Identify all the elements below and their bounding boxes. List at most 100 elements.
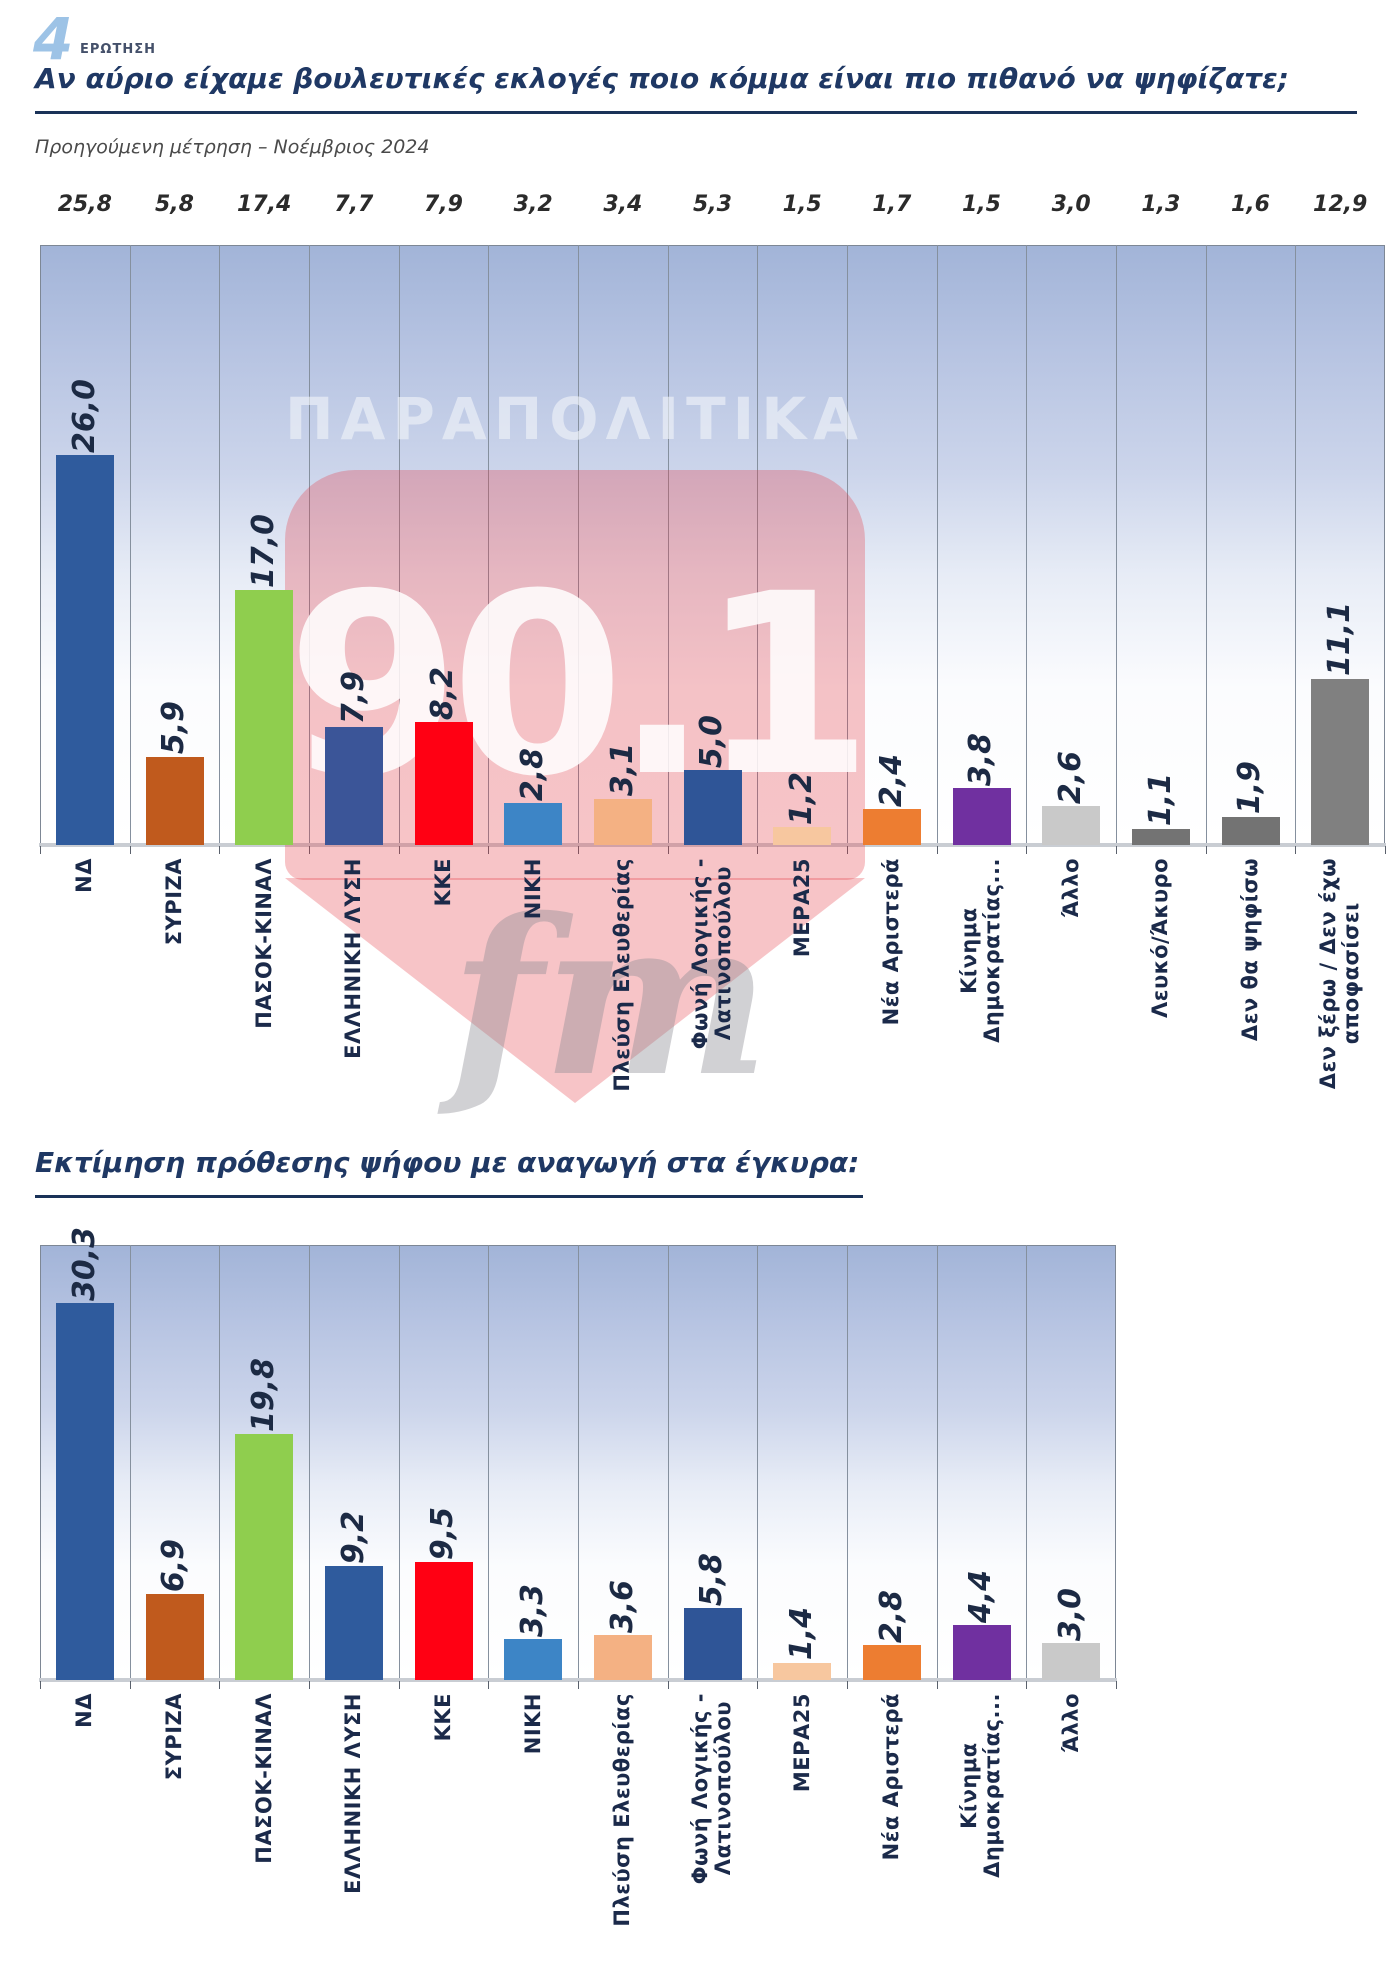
axis-tick (399, 846, 400, 854)
category-label-slot: ΝΔ (40, 858, 130, 1116)
bar (324, 726, 383, 845)
bar (862, 809, 921, 845)
previous-value: 3,4 (603, 192, 643, 217)
axis-tick (219, 846, 220, 854)
bar (683, 770, 742, 845)
category-label-slot: Φωνή Λογικής - Λατινοπούλου (668, 858, 758, 1116)
axis-tick (1116, 1681, 1117, 1689)
category-label-slot: ΚΚΕ (399, 858, 489, 1116)
axis-tick (1385, 846, 1386, 854)
bar (952, 788, 1011, 845)
category-label: Πλεύση Ελευθερίας (610, 1693, 635, 1927)
previous-value: 1,6 (1230, 192, 1270, 217)
axis-tick (309, 846, 310, 854)
bar (504, 803, 563, 845)
axis-tick (937, 1681, 938, 1689)
watermark-fm-text: fm (450, 871, 770, 1124)
bar (593, 1635, 652, 1680)
previous-measurement-label: Προηγούμενη μέτρηση – Νοέμβριος 2024 (35, 136, 430, 158)
column-separator (488, 245, 490, 845)
category-label-slot: ΕΛΛΗΝΙΚΗ ΛΥΣΗ (309, 858, 399, 1116)
bar (324, 1565, 383, 1680)
axis-tick (1116, 846, 1117, 854)
category-label-slot: Πλεύση Ελευθερίας (578, 1693, 668, 1941)
previous-value: 1,5 (782, 192, 822, 217)
axis-tick (847, 846, 848, 854)
category-label-slot: ΜΕΡΑ25 (757, 858, 847, 1116)
bar (414, 722, 473, 845)
bar (504, 1638, 563, 1680)
category-label-slot: Λευκό/Άκυρο (1116, 858, 1206, 1116)
previous-value: 3,2 (513, 192, 553, 217)
bar (862, 1645, 921, 1680)
category-label-slot: Δεν θα ψηφίσω (1206, 858, 1296, 1116)
axis-tick (937, 846, 938, 854)
axis-tick (130, 846, 131, 854)
category-label: ΠΑΣΟΚ-ΚΙΝΑΛ (251, 1693, 276, 1864)
category-label: Φωνή Λογικής - Λατινοπούλου (688, 1693, 736, 1885)
bar (773, 1662, 832, 1680)
valid-votes-title-underline (35, 1195, 863, 1198)
column-separator (398, 1245, 400, 1680)
category-label: ΚΚΕ (430, 858, 455, 907)
axis-tick (1295, 846, 1296, 854)
previous-value: 25,8 (57, 192, 112, 217)
category-label: ΝΔ (72, 1693, 97, 1728)
category-label-slot: Φωνή Λογικής - Λατινοπούλου (668, 1693, 758, 1941)
category-label: ΣΥΡΙΖΑ (161, 1693, 186, 1781)
bar (1042, 1642, 1101, 1680)
category-label: Λευκό/Άκυρο (1148, 858, 1173, 1018)
category-label: ΝΙΚΗ (520, 858, 545, 920)
axis-tick (309, 1681, 310, 1689)
bar (952, 1625, 1011, 1680)
previous-value: 1,3 (1141, 192, 1181, 217)
category-label: Άλλο (1058, 858, 1083, 918)
category-label: ΠΑΣΟΚ-ΚΙΝΑΛ (251, 858, 276, 1029)
axis-tick (668, 1681, 669, 1689)
bar (683, 1607, 742, 1680)
category-label: ΚΚΕ (430, 1693, 455, 1742)
category-label: Κίνημα Δημοκρατίας... (957, 1693, 1005, 1878)
previous-value: 7,9 (423, 192, 463, 217)
category-label: Άλλο (1058, 1693, 1083, 1753)
column-separator (936, 1245, 938, 1680)
bar (414, 1561, 473, 1680)
category-label-slot: ΠΑΣΟΚ-ΚΙΝΑΛ (219, 858, 309, 1116)
column-separator (936, 245, 938, 845)
column-separator (757, 245, 759, 845)
category-label: Πλεύση Ελευθερίας (610, 858, 635, 1092)
axis-tick (1026, 846, 1027, 854)
category-label-slot: Άλλο (1026, 1693, 1116, 1941)
axis-tick (847, 1681, 848, 1689)
axis-tick (668, 846, 669, 854)
category-label-slot: ΝΙΚΗ (488, 1693, 578, 1941)
axis-tick (488, 846, 489, 854)
previous-value: 5,3 (692, 192, 732, 217)
category-label-slot: ΕΛΛΗΝΙΚΗ ΛΥΣΗ (309, 1693, 399, 1941)
bar (773, 827, 832, 845)
column-separator (129, 1245, 131, 1680)
axis-tick (578, 846, 579, 854)
column-separator (847, 245, 848, 845)
axis-tick (130, 1681, 131, 1689)
category-label: ΝΔ (72, 858, 97, 893)
category-label: Νέα Αριστερά (879, 858, 904, 1026)
category-label: ΜΕΡΑ25 (789, 858, 814, 958)
previous-value: 7,7 (334, 192, 374, 217)
category-label-slot: ΝΔ (40, 1693, 130, 1941)
category-label-slot: ΣΥΡΙΖΑ (130, 858, 220, 1116)
column-separator (1205, 245, 1207, 845)
column-separator (219, 245, 221, 845)
column-separator (1026, 245, 1028, 845)
previous-value: 17,4 (237, 192, 292, 217)
question-logo-label: ΕΡΩΤΗΣΗ (80, 42, 156, 57)
column-separator (847, 1245, 848, 1680)
bar (593, 798, 652, 845)
axis-tick (757, 846, 758, 854)
bar (55, 1303, 114, 1680)
category-label-slot: Πλεύση Ελευθερίας (578, 858, 668, 1116)
previous-value: 1,7 (872, 192, 912, 217)
category-label-slot: ΜΕΡΑ25 (757, 1693, 847, 1941)
category-label: ΕΛΛΗΝΙΚΗ ΛΥΣΗ (341, 858, 366, 1059)
